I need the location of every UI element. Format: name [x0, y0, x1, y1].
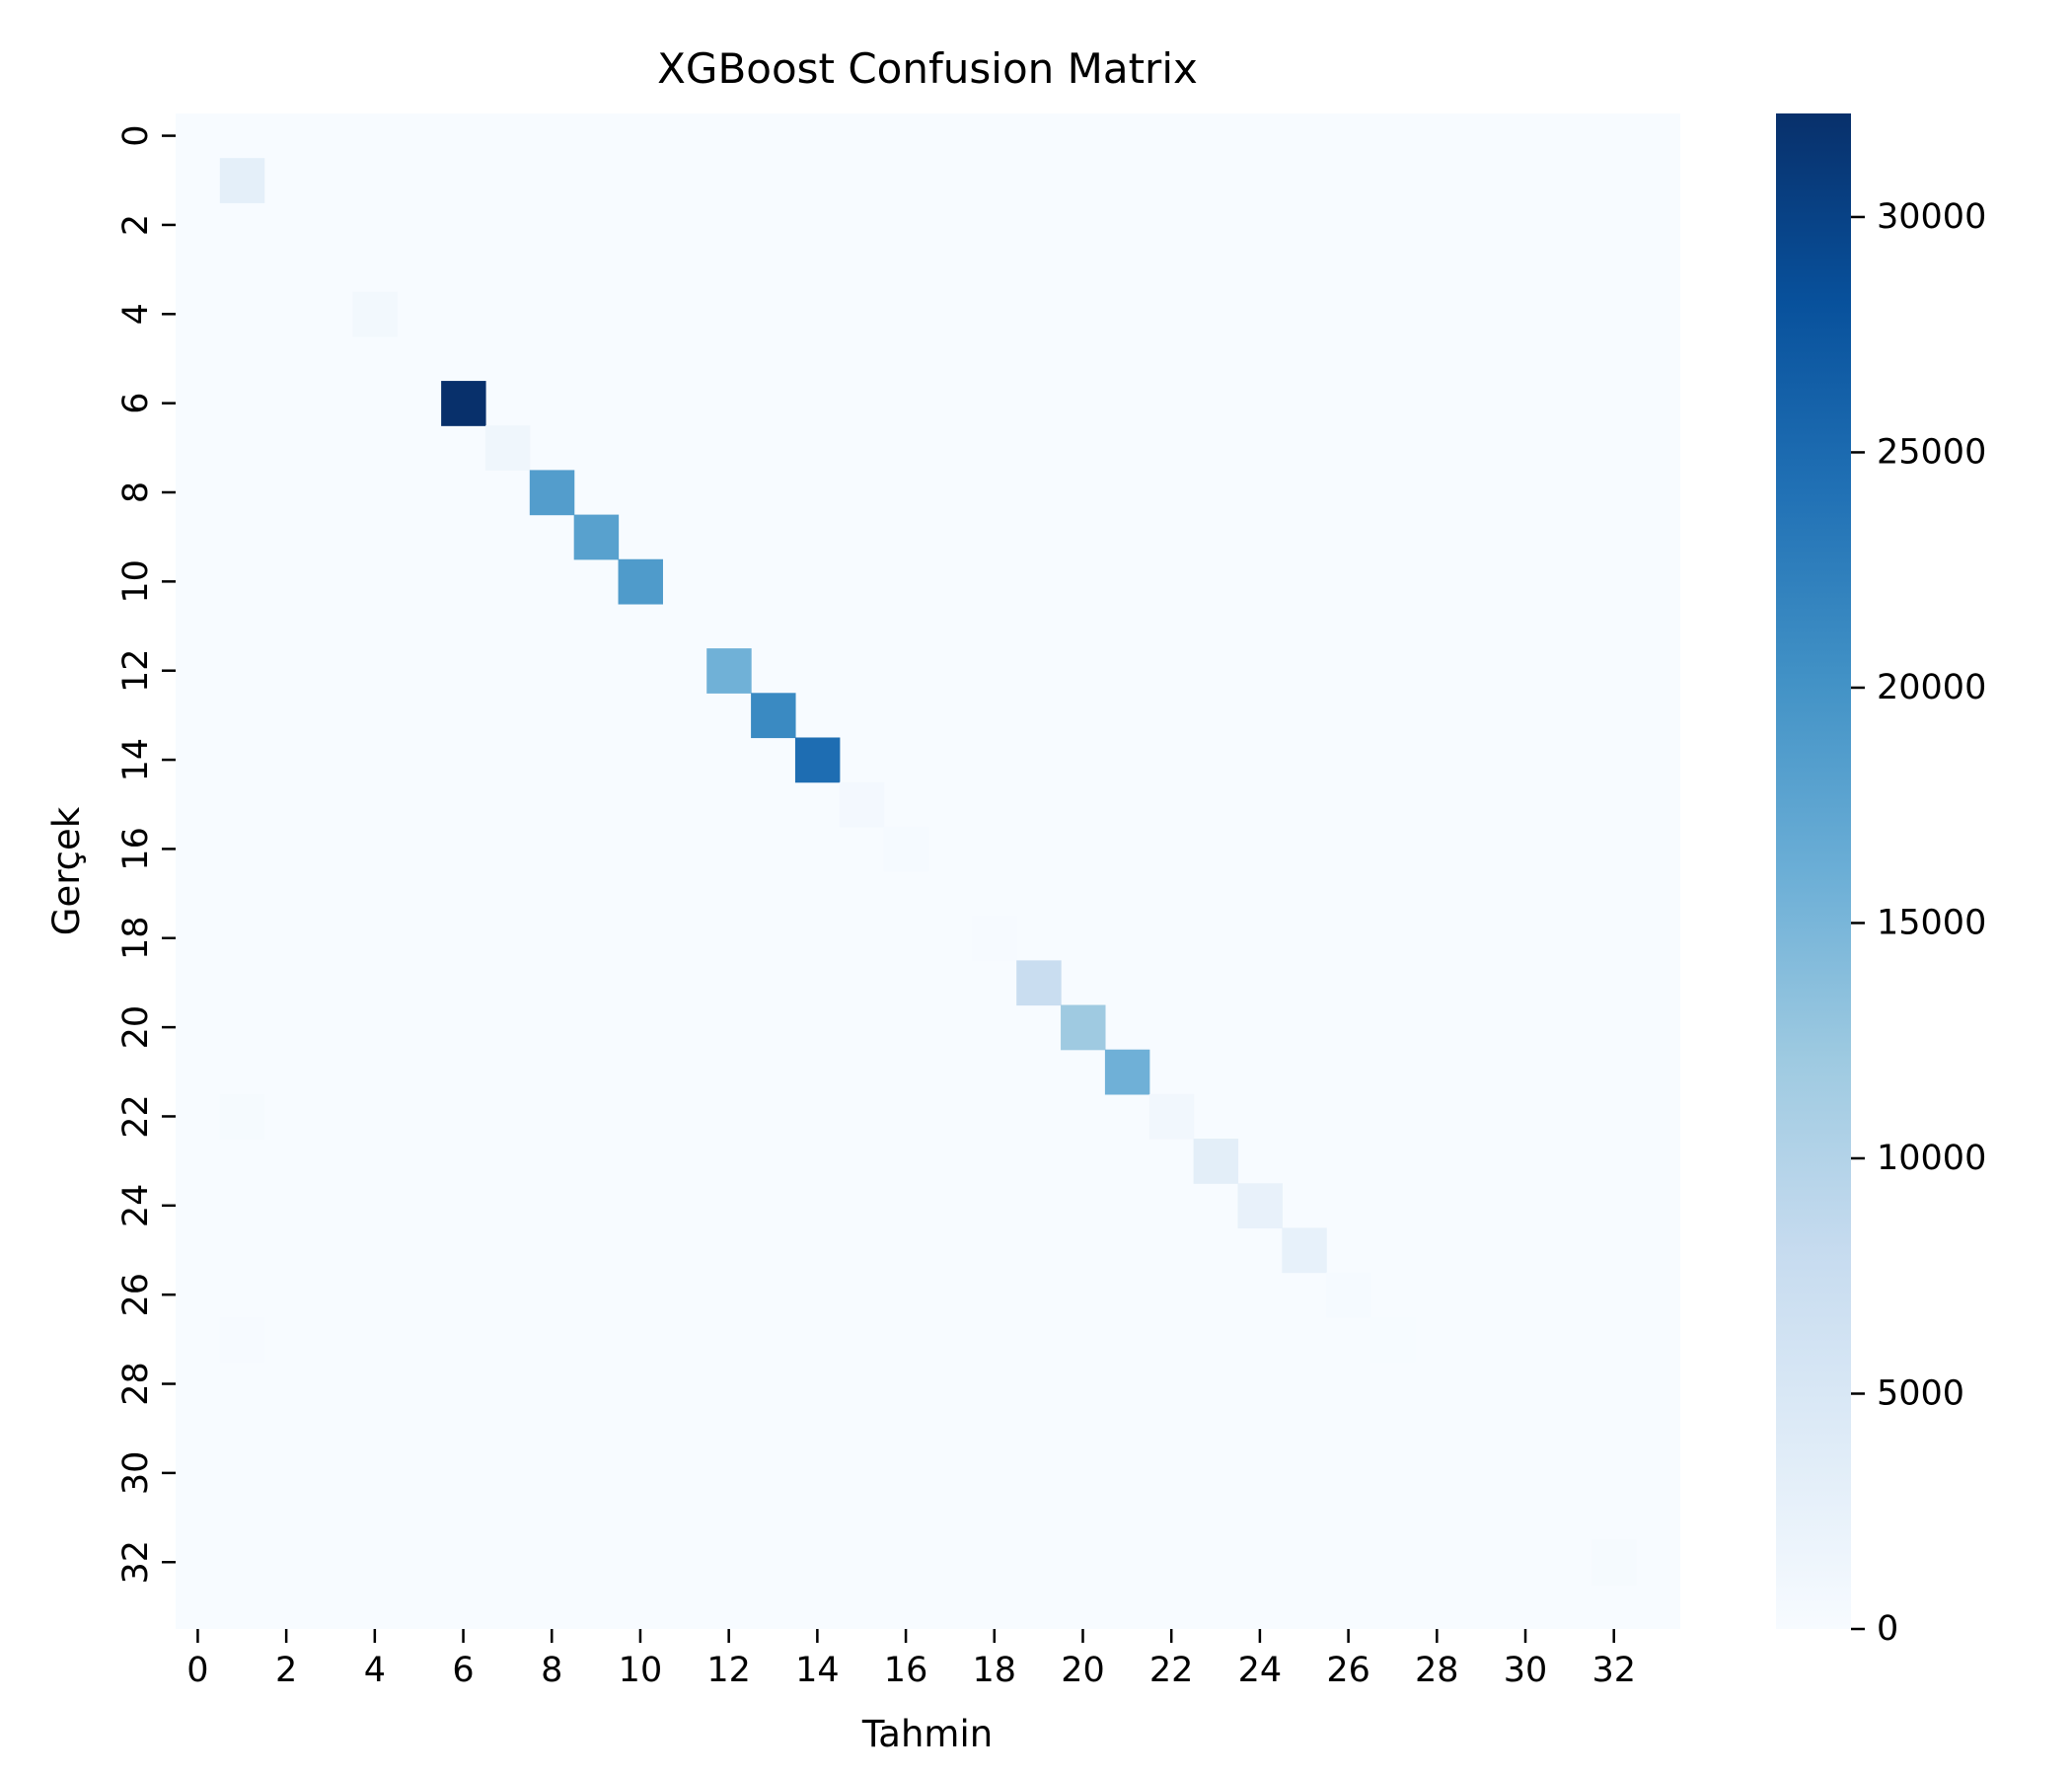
heatmap-cell [219, 1316, 265, 1363]
x-axis-label: Tahmin [861, 1713, 993, 1755]
y-tick-label: 24 [116, 1184, 156, 1228]
heatmap-cell [573, 514, 620, 560]
x-tick-label: 0 [186, 1651, 208, 1690]
heatmap-cell [1591, 1539, 1637, 1586]
y-tick-label: 28 [116, 1362, 156, 1406]
x-tick-label: 2 [275, 1651, 297, 1690]
heatmap-cell [1282, 1227, 1327, 1274]
heatmap-cell [839, 781, 885, 828]
x-tick-label: 16 [884, 1651, 928, 1690]
y-tick-label: 22 [116, 1094, 156, 1139]
heatmap-cell [794, 737, 841, 783]
x-tick-label: 22 [1149, 1651, 1194, 1690]
y-tick-label: 4 [116, 303, 156, 325]
y-tick-label: 10 [116, 559, 156, 604]
heatmap-cell [1370, 1316, 1416, 1363]
heatmap-cell [883, 826, 929, 872]
heatmap-cell [441, 381, 486, 426]
y-tick-label: 26 [116, 1273, 156, 1317]
heatmap-cell [972, 916, 1017, 961]
x-tick-label: 24 [1238, 1651, 1283, 1690]
heatmap-cell [1061, 1004, 1106, 1051]
x-tick-label: 18 [973, 1651, 1017, 1690]
colorbar [1776, 113, 1851, 1629]
heatmap-cell [1193, 1139, 1239, 1184]
colorbar-tick-label: 20000 [1877, 668, 1986, 707]
x-tick-label: 32 [1591, 1651, 1636, 1690]
heatmap-cell [219, 158, 265, 203]
y-tick-label: 20 [116, 1005, 156, 1050]
heatmap-cell [1148, 1093, 1195, 1140]
y-tick-label: 18 [116, 916, 156, 960]
x-tick-label: 4 [364, 1651, 386, 1690]
y-tick-label: 12 [116, 648, 156, 693]
y-tick-label: 30 [116, 1451, 156, 1496]
x-tick-label: 6 [452, 1651, 474, 1690]
x-tick-label: 8 [541, 1651, 562, 1690]
heatmap-cell [1016, 960, 1062, 1006]
heatmap-cell [352, 291, 398, 337]
y-axis-label: Gerçek [45, 806, 88, 935]
heatmap-cell [706, 648, 752, 694]
y-tick-label: 8 [116, 481, 156, 503]
colorbar-tick-label: 10000 [1877, 1139, 1986, 1178]
heatmap-cell [1237, 1183, 1283, 1229]
y-tick-label: 14 [116, 738, 156, 782]
y-tick-label: 32 [116, 1540, 156, 1585]
heatmap-cell [219, 1093, 265, 1140]
chart-title: XGBoost Confusion Matrix [657, 44, 1198, 93]
heatmap-cell [1104, 1049, 1150, 1095]
heatmap-cell [484, 425, 531, 472]
colorbar-tick-label: 30000 [1877, 197, 1986, 237]
y-tick-label: 0 [116, 124, 156, 146]
heatmap-cell [529, 470, 575, 516]
colorbar-tick-label: 25000 [1877, 432, 1986, 472]
x-tick-label: 30 [1504, 1651, 1548, 1690]
y-tick-label: 16 [116, 827, 156, 871]
x-tick-label: 14 [795, 1651, 840, 1690]
x-tick-label: 10 [619, 1651, 663, 1690]
heatmap-cell [618, 558, 663, 605]
colorbar-ticks: 0 5000 10000 15000 20000 25000 30000 [1851, 197, 1986, 1649]
heatmap-cell [751, 693, 796, 739]
x-tick-label: 28 [1415, 1651, 1459, 1690]
heatmap-cell [1458, 1406, 1505, 1451]
heatmap-cell [1326, 1272, 1371, 1318]
x-tick-label: 20 [1061, 1651, 1105, 1690]
heatmap-cells [219, 158, 1637, 1586]
x-axis-ticks: 0 2 4 6 8 10 12 14 16 18 20 22 24 26 28 30 32 [186, 1629, 1636, 1690]
x-tick-label: 12 [706, 1651, 751, 1690]
colorbar-tick-label: 5000 [1877, 1373, 1964, 1413]
x-tick-label: 26 [1326, 1651, 1370, 1690]
y-tick-label: 6 [116, 393, 156, 414]
colorbar-tick-label: 0 [1877, 1609, 1898, 1649]
colorbar-tick-label: 15000 [1877, 903, 1986, 942]
y-tick-label: 2 [116, 214, 156, 236]
